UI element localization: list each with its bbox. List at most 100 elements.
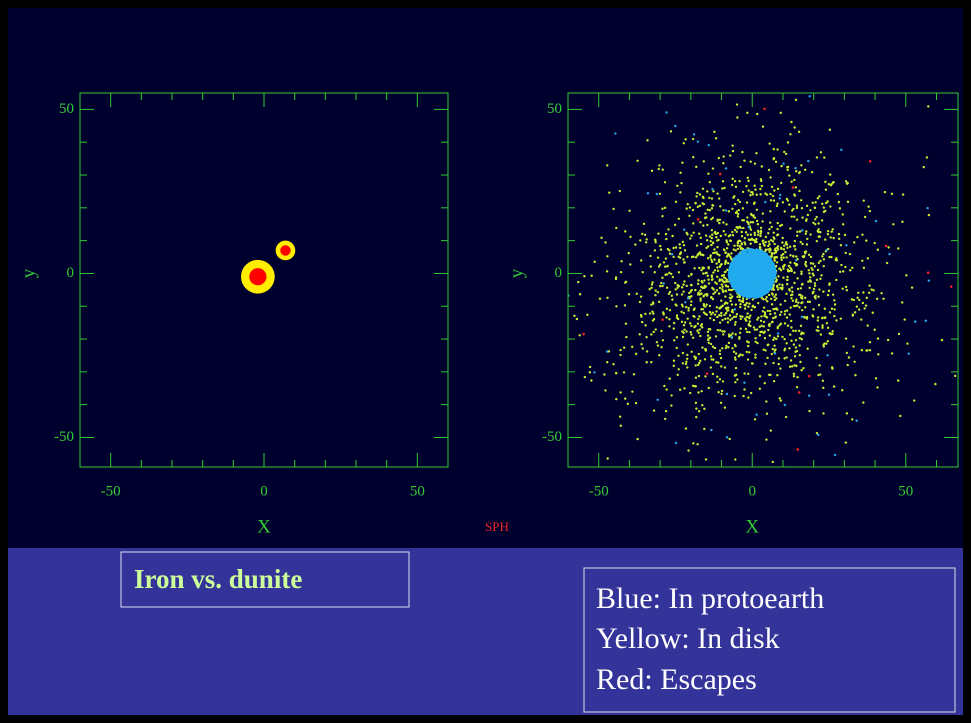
particle xyxy=(682,336,684,338)
particle xyxy=(817,319,819,321)
particle xyxy=(862,302,864,304)
particle xyxy=(747,306,749,308)
particle xyxy=(677,355,679,357)
particle xyxy=(785,153,787,155)
particle xyxy=(759,252,762,255)
particle xyxy=(714,347,716,349)
particle xyxy=(711,204,713,206)
particle xyxy=(711,197,713,199)
particle xyxy=(747,345,749,347)
particle xyxy=(741,316,743,318)
particle xyxy=(600,237,602,239)
particle xyxy=(629,263,631,265)
particle xyxy=(746,282,749,285)
particle xyxy=(676,347,678,349)
particle xyxy=(681,321,683,323)
particle xyxy=(615,305,617,307)
particle xyxy=(793,193,795,195)
particle xyxy=(625,281,627,283)
particle xyxy=(700,237,702,239)
particle xyxy=(734,358,736,360)
particle xyxy=(767,329,769,331)
particle xyxy=(692,231,694,233)
particle xyxy=(814,207,816,209)
particle xyxy=(782,267,784,269)
particle xyxy=(835,279,837,281)
particle xyxy=(702,197,704,199)
particle xyxy=(656,341,658,343)
particle xyxy=(692,138,694,140)
particle xyxy=(739,353,741,355)
particle xyxy=(746,112,748,114)
particle xyxy=(927,271,930,274)
particle xyxy=(818,288,820,290)
particle xyxy=(799,230,801,232)
x-axis-label: X xyxy=(745,516,759,537)
particle xyxy=(941,339,943,341)
particle xyxy=(869,349,871,351)
particle xyxy=(724,252,726,254)
particle xyxy=(823,156,825,158)
particle xyxy=(826,354,828,356)
particle xyxy=(660,282,662,284)
particle xyxy=(729,293,731,295)
particle xyxy=(719,266,721,268)
particle xyxy=(706,303,708,305)
particle xyxy=(707,267,709,269)
particle xyxy=(842,223,844,225)
particle xyxy=(642,347,644,349)
particle xyxy=(719,279,721,281)
particle xyxy=(754,341,756,343)
particle xyxy=(731,208,733,210)
particle xyxy=(784,210,786,212)
particle xyxy=(729,234,731,236)
particle xyxy=(717,329,719,331)
particle xyxy=(795,346,797,348)
particle xyxy=(827,294,829,296)
particle xyxy=(728,254,730,256)
particle xyxy=(781,284,783,286)
particle xyxy=(732,197,734,199)
particle xyxy=(756,194,758,196)
particle xyxy=(743,388,745,390)
particle xyxy=(738,261,741,264)
particle xyxy=(686,358,688,360)
particle xyxy=(640,259,642,261)
particle xyxy=(755,152,757,154)
particle xyxy=(761,165,763,167)
particle xyxy=(663,313,665,315)
particle xyxy=(756,113,758,115)
particle xyxy=(690,234,692,236)
particle xyxy=(754,273,757,276)
particle xyxy=(693,307,695,309)
particle xyxy=(789,133,791,135)
particle xyxy=(686,256,688,258)
particle xyxy=(704,212,706,214)
particle xyxy=(758,271,761,274)
particle xyxy=(770,298,772,300)
particle xyxy=(661,277,663,279)
particle xyxy=(773,199,775,201)
particle xyxy=(624,230,626,232)
particle xyxy=(649,312,651,314)
particle xyxy=(767,232,769,234)
particle xyxy=(822,253,824,255)
particle xyxy=(649,255,651,257)
particle xyxy=(612,208,614,210)
particle xyxy=(697,391,699,393)
particle xyxy=(724,271,726,273)
particle xyxy=(806,348,808,350)
particle xyxy=(748,189,750,191)
y-tick-label: -50 xyxy=(542,429,562,445)
particle xyxy=(815,216,817,218)
particle xyxy=(662,169,664,171)
particle xyxy=(747,341,749,343)
particle xyxy=(657,344,659,346)
particle xyxy=(799,361,801,363)
particle xyxy=(777,222,779,224)
particle xyxy=(667,228,669,230)
particle xyxy=(682,352,684,354)
particle xyxy=(762,239,764,241)
particle xyxy=(796,350,798,352)
particle xyxy=(773,243,775,245)
